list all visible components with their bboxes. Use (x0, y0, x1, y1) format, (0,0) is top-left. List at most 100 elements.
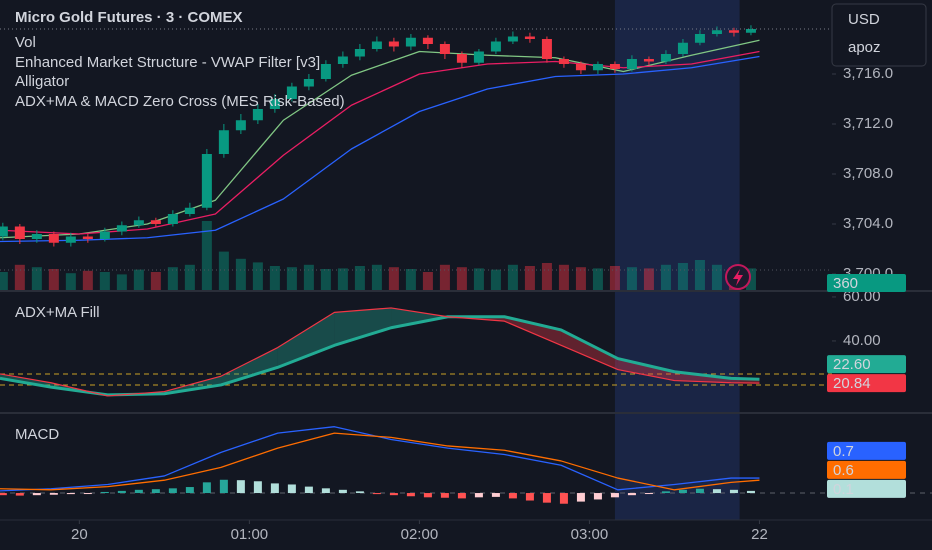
volume-bar (456, 267, 467, 290)
fill-band (277, 312, 335, 368)
volume-bar (116, 274, 127, 290)
histogram-bar (559, 493, 568, 504)
volume-bar (490, 269, 501, 290)
histogram-bar (440, 493, 449, 498)
volume-bar (439, 264, 450, 290)
volume-bar (184, 264, 195, 290)
candle-body (82, 236, 93, 239)
histogram-bar (729, 489, 738, 494)
value-label-box (827, 355, 906, 374)
y-tick-label: 40.00 (843, 332, 881, 349)
value-label-box (827, 479, 906, 498)
histogram-bar (355, 491, 364, 494)
histogram-bar (219, 479, 228, 494)
volume-bar (303, 264, 314, 290)
histogram-bar (83, 493, 92, 495)
fill-band (221, 347, 278, 385)
volume-bar (252, 262, 263, 290)
candle-body (167, 214, 178, 224)
histogram-bar (542, 493, 551, 503)
volume-label-box (827, 274, 906, 292)
candle-body (133, 220, 144, 226)
histogram-bar (236, 480, 245, 494)
histogram-bar (66, 493, 75, 495)
volume-bar (507, 264, 518, 290)
volume-bar (711, 264, 722, 290)
volume-bar (660, 264, 671, 290)
candle-body (439, 44, 450, 54)
candle-body (524, 36, 535, 39)
candle-body (592, 64, 603, 71)
histogram-bar (695, 488, 704, 494)
background-layer (614, 0, 740, 520)
plot-layer: 3,700.03,704.03,708.03,712.03,716.040.00… (0, 25, 932, 543)
account-label[interactable]: apoz (848, 39, 881, 56)
volume-bar (745, 268, 756, 290)
candle-body (626, 59, 637, 69)
candle-body (711, 30, 722, 34)
volume-bar (269, 266, 280, 290)
histogram-bar (270, 483, 279, 494)
histogram-bar (134, 489, 143, 494)
volume-bar (524, 266, 535, 290)
candle-body (354, 49, 365, 57)
candle-body (14, 226, 25, 239)
candle-body (456, 54, 467, 63)
volume-bar (354, 266, 365, 290)
candle-body (643, 59, 654, 62)
indicator-label: Vol (15, 34, 36, 51)
volume-bar (371, 264, 382, 290)
candle-body (490, 41, 501, 52)
volume-bar (320, 269, 331, 290)
candle-body (235, 120, 246, 131)
candle-body (252, 109, 263, 121)
histogram-bar (202, 482, 211, 494)
y-tick-label: 3,716.0 (843, 65, 893, 82)
moving-average-line (0, 55, 760, 243)
candle-body (558, 59, 569, 64)
volume-bar (48, 269, 59, 290)
candle-body (473, 51, 484, 63)
value-label-box (827, 374, 906, 393)
candle-body (0, 226, 8, 237)
value-label-box (827, 441, 906, 460)
candle-body (218, 130, 229, 154)
y-tick-label: 3,704.0 (843, 215, 893, 232)
volume-bar (167, 267, 178, 290)
histogram-bar (491, 493, 500, 497)
x-tick-label: 03:00 (571, 526, 609, 543)
histogram-bar (253, 481, 262, 494)
volume-bar (65, 273, 76, 290)
histogram-bar (627, 493, 636, 496)
histogram-bar (712, 489, 721, 494)
candle-body (48, 234, 59, 243)
histogram-bar (321, 488, 330, 494)
histogram-bar (0, 493, 7, 496)
volume-bar (286, 267, 297, 290)
candle-body (184, 207, 195, 214)
currency-label[interactable]: USD (848, 11, 880, 28)
scale-box[interactable] (831, 3, 927, 67)
value-label: 20.84 (833, 375, 871, 392)
volume-bar (473, 268, 484, 290)
candle-body (303, 79, 314, 87)
histogram-bar (610, 493, 619, 498)
fill-band (617, 358, 675, 381)
histogram-bar (32, 493, 41, 496)
lightning-icon[interactable] (725, 264, 751, 290)
histogram-bar (304, 486, 313, 494)
pane-title: MACD (15, 426, 59, 443)
histogram-bar (15, 493, 24, 496)
candle-body (728, 30, 739, 33)
value-label-box (827, 460, 906, 479)
candle-body (422, 37, 433, 44)
volume-bar (99, 272, 110, 290)
candle-body (507, 36, 518, 42)
candle-body (575, 64, 586, 71)
value-label: 0.7 (833, 443, 854, 460)
x-tick-label: 20 (71, 526, 88, 543)
volume-bar (422, 272, 433, 290)
